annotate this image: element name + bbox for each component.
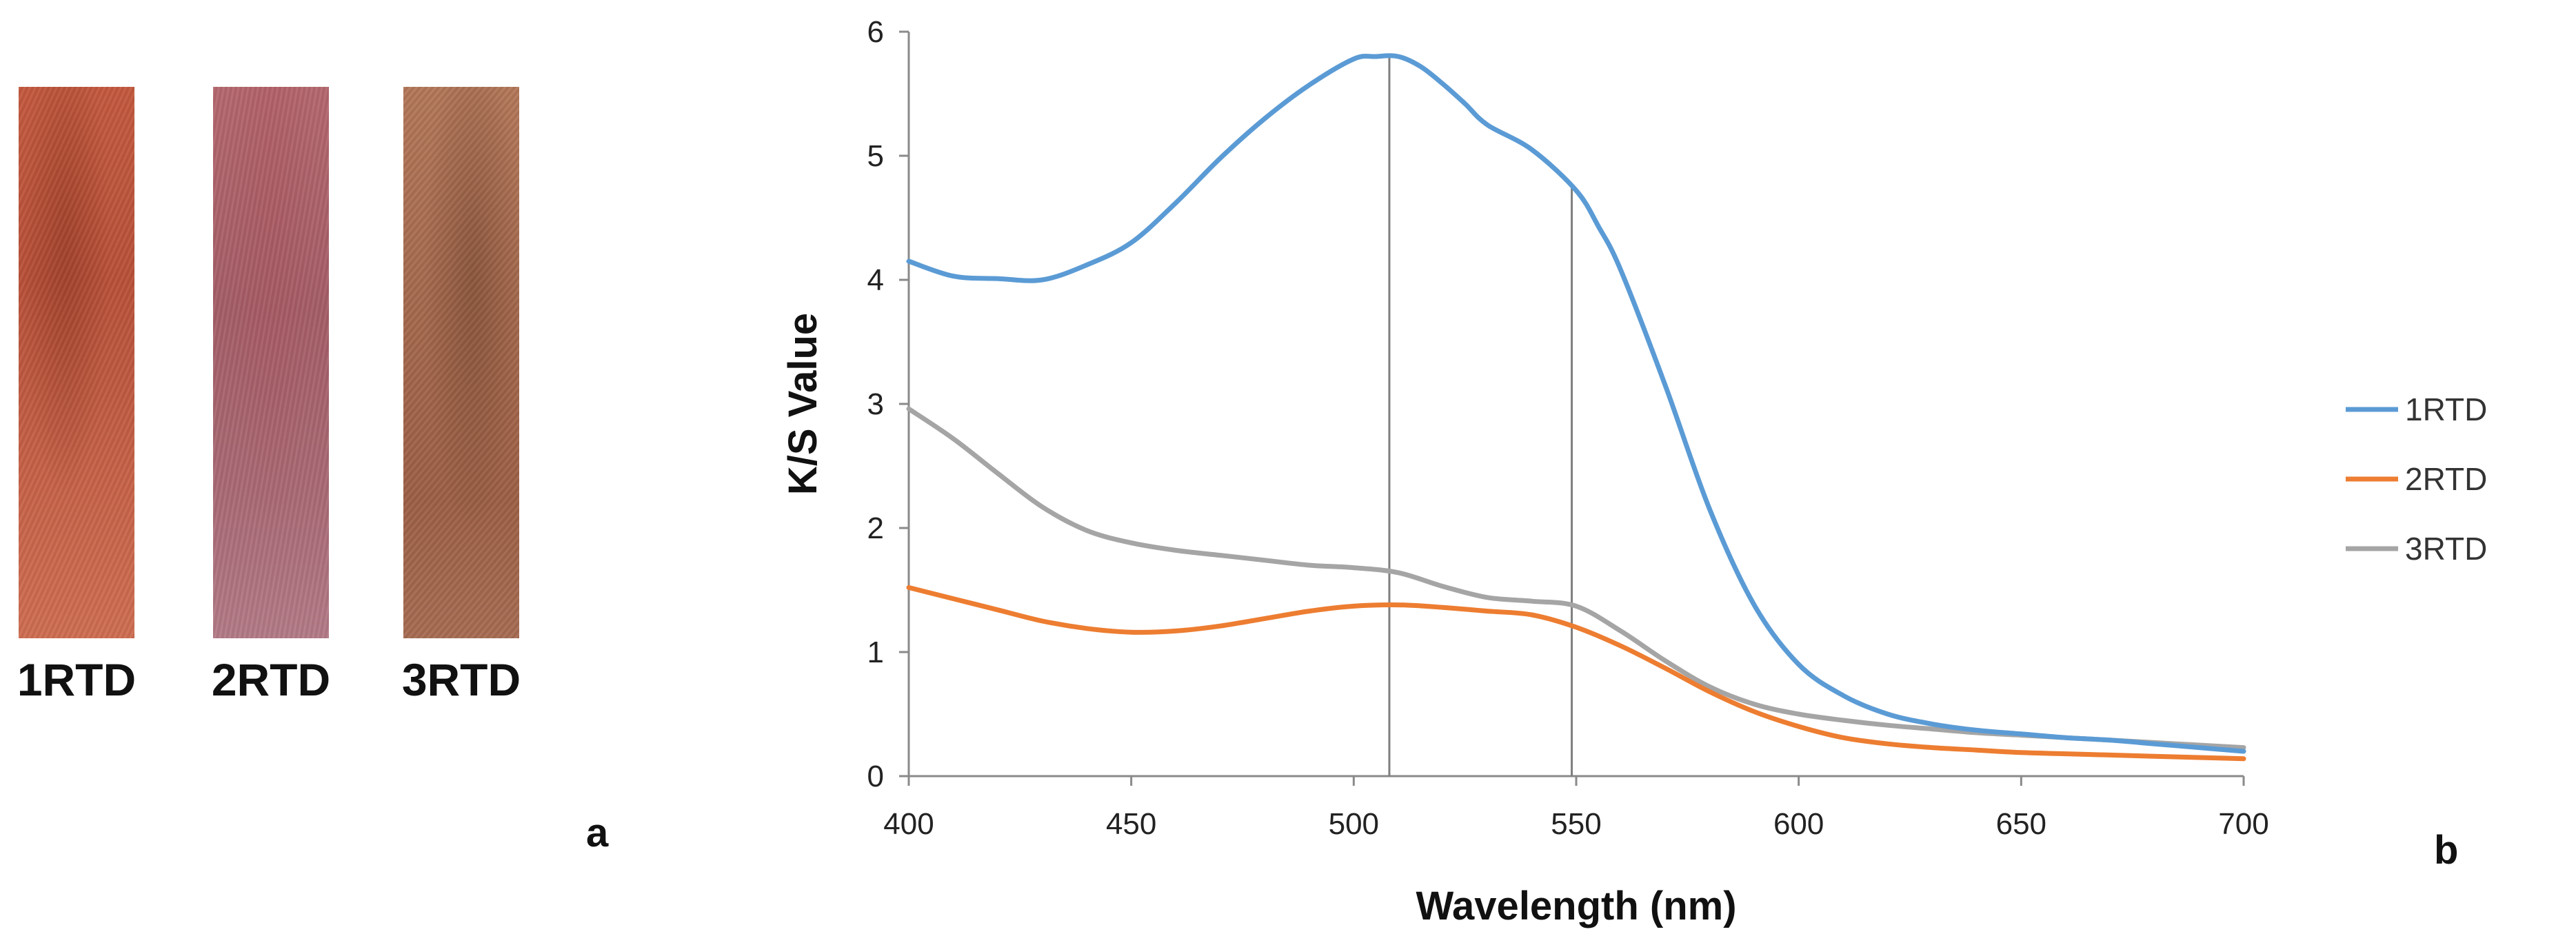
swatch-label-3rtd: 3RTD (401, 654, 521, 705)
series-line-3rtd (906, 406, 2246, 751)
swatch-label-2rtd: 2RTD (211, 654, 331, 705)
y-axis-title: K/S Value (781, 313, 825, 495)
series-line-2rtd (906, 585, 2246, 762)
panel-label-a: a (586, 811, 609, 855)
x-tick-label-550: 550 (1551, 807, 1601, 841)
y-tick-label-2: 2 (867, 511, 884, 545)
fabric-swatch-2rtd (213, 87, 329, 638)
legend-label-2rtd: 2RTD (2405, 461, 2487, 497)
y-tick-label-1: 1 (867, 636, 884, 669)
panel-label-b: b (2434, 828, 2459, 873)
y-tick-label-6: 6 (867, 15, 884, 49)
x-tick-label-500: 500 (1329, 807, 1379, 841)
legend-label-1rtd: 1RTD (2405, 392, 2487, 427)
y-tick-label-0: 0 (867, 760, 884, 793)
y-tick-label-3: 3 (867, 387, 884, 421)
swatch-label-1rtd: 1RTD (17, 654, 137, 705)
x-tick-label-700: 700 (2218, 807, 2268, 841)
x-tick-label-400: 400 (883, 807, 934, 841)
legend-label-3rtd: 3RTD (2405, 531, 2487, 567)
x-axis-title: Wavelength (nm) (1416, 884, 1736, 928)
series-line-1rtd (906, 53, 2246, 754)
fabric-swatch-1rtd (19, 87, 134, 638)
y-tick-label-4: 4 (867, 263, 884, 297)
x-tick-label-650: 650 (1996, 807, 2046, 841)
x-tick-label-450: 450 (1106, 807, 1156, 841)
x-tick-label-600: 600 (1773, 807, 1824, 841)
y-tick-label-5: 5 (867, 139, 884, 173)
fabric-swatch-3rtd (403, 87, 519, 638)
